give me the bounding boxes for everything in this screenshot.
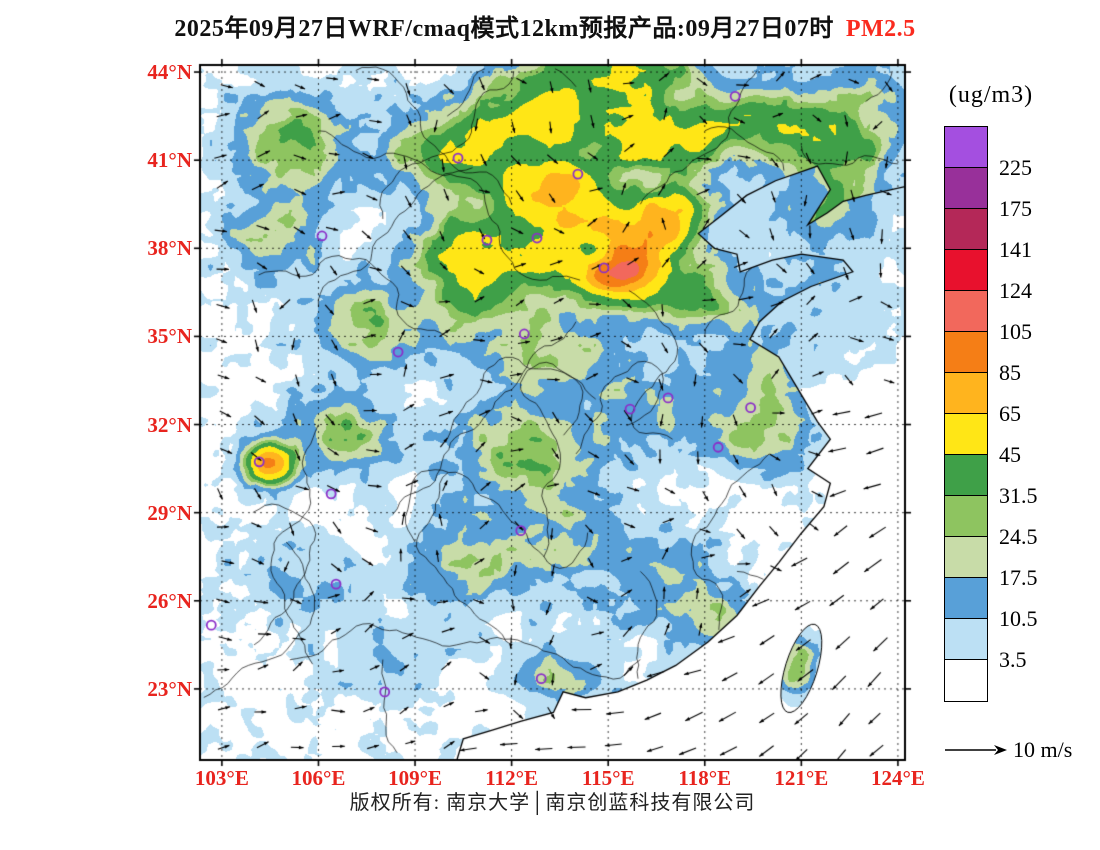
- map-canvas: [192, 57, 913, 768]
- lat-label: 26°N: [147, 588, 192, 613]
- lat-label: 38°N: [147, 236, 192, 261]
- lat-label: 23°N: [147, 676, 192, 701]
- wind-scale-label: 10 m/s: [1013, 737, 1073, 762]
- lon-label: 106°E: [291, 766, 346, 790]
- colorbar-level-label: 45: [999, 442, 1021, 467]
- colorbar-block: [944, 413, 988, 456]
- colorbar-level-label: 175: [999, 196, 1032, 221]
- lon-label: 103°E: [194, 766, 249, 790]
- colorbar-level-label: 17.5: [999, 565, 1038, 590]
- lat-label: 32°N: [147, 412, 192, 437]
- colorbar-block: [944, 126, 988, 169]
- colorbar-block: [944, 167, 988, 210]
- colorbar-block: [944, 618, 988, 661]
- lat-label: 29°N: [147, 500, 192, 525]
- lon-label: 118°E: [678, 766, 732, 790]
- page-title: 2025年09月27日WRF/cmaq模式12km预报产品:09月27日07时 P…: [90, 8, 1000, 43]
- colorbar: 225 175 141 124 105 85 65 45 31.5 24.5 17.5 10.5 3.5: [944, 126, 1080, 705]
- colorbar-block: [944, 495, 988, 538]
- wind-scale-arrow-icon: [945, 745, 1007, 755]
- colorbar-level-label: 124: [999, 278, 1032, 303]
- colorbar-block: [944, 659, 988, 702]
- colorbar-block: [944, 331, 988, 374]
- colorbar-block: [944, 454, 988, 497]
- colorbar-level-label: 105: [999, 319, 1032, 344]
- colorbar-level-label: 65: [999, 401, 1021, 426]
- colorbar-block: [944, 372, 988, 415]
- colorbar-block: [944, 208, 988, 251]
- colorbar-level-label: 85: [999, 360, 1021, 385]
- lat-label: 35°N: [147, 324, 192, 349]
- colorbar-block: [944, 577, 988, 620]
- wind-scale: 10 m/s: [944, 737, 1072, 763]
- title-pollutant: PM2.5: [845, 16, 916, 42]
- lon-label: 112°E: [485, 766, 538, 790]
- colorbar-level-label: 225: [999, 155, 1032, 180]
- title-text: 2025年09月27日WRF/cmaq模式12km预报产品:09月27日07时: [174, 16, 834, 42]
- lon-label: 121°E: [774, 766, 829, 790]
- lat-label: 44°N: [147, 60, 192, 85]
- lon-label: 124°E: [870, 766, 925, 790]
- lon-label: 115°E: [581, 766, 635, 790]
- colorbar-block: [944, 536, 988, 579]
- lon-label: 109°E: [388, 766, 442, 790]
- colorbar-block: [944, 290, 988, 333]
- colorbar-block: [944, 249, 988, 292]
- colorbar-level-label: 10.5: [999, 606, 1038, 631]
- colorbar-level-label: 31.5: [999, 483, 1038, 508]
- colorbar-unit-label: (ug/m3): [948, 82, 1034, 108]
- footer-copyright: 版权所有: 南京大学│南京创蓝科技有限公司: [349, 792, 756, 814]
- colorbar-level-label: 3.5: [999, 647, 1027, 672]
- colorbar-level-label: 141: [999, 237, 1032, 262]
- colorbar-level-label: 24.5: [999, 524, 1038, 549]
- lat-label: 41°N: [147, 148, 192, 173]
